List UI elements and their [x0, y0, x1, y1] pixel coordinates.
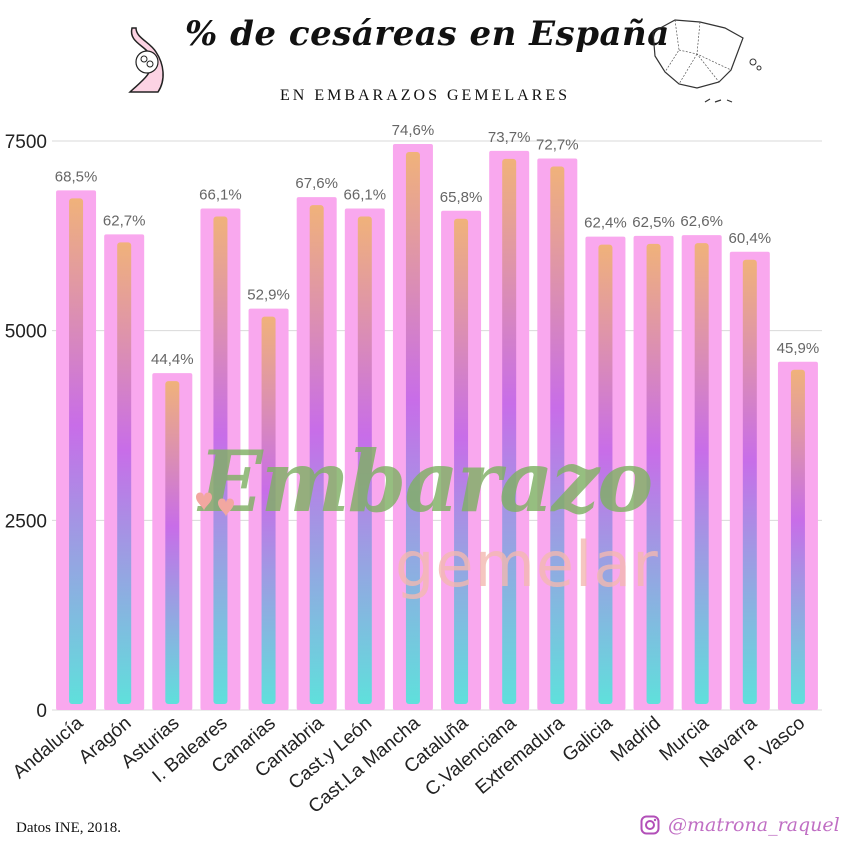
bar: [405, 152, 420, 704]
data-label: 62,7%: [103, 212, 146, 229]
category-label: Andalucía: [9, 712, 88, 783]
data-label: 68,5%: [55, 168, 98, 185]
data-label: 62,6%: [680, 213, 723, 230]
spain-map-icon: [652, 19, 762, 103]
pregnant-belly-icon: [128, 27, 164, 93]
bar: [261, 316, 276, 704]
y-tick-label: 0: [36, 701, 47, 722]
bar: [213, 216, 228, 704]
bar: [598, 244, 613, 705]
data-label: 72,7%: [536, 136, 579, 153]
data-label: 45,9%: [777, 340, 820, 357]
data-label: 65,8%: [440, 189, 483, 206]
data-label: 74,6%: [392, 122, 435, 139]
bar: [502, 158, 517, 704]
bar: [454, 218, 469, 704]
bar: [646, 243, 661, 705]
data-label: 73,7%: [488, 129, 531, 146]
bar: [69, 198, 84, 704]
data-label: 44,4%: [151, 351, 194, 368]
bar: [694, 243, 709, 705]
bars: [56, 144, 818, 711]
hearts-icon: [196, 492, 234, 517]
watermark-line2: gemelar: [395, 528, 659, 601]
category-label: Galicia: [559, 712, 617, 766]
data-label: 66,1%: [199, 187, 242, 204]
bar: [550, 166, 565, 704]
y-tick-labels: 0 2500 5000 7500: [5, 132, 47, 722]
y-tick-label: 7500: [5, 132, 47, 153]
bar: [117, 242, 132, 705]
chart-subtitle: EN EMBARAZOS GEMELARES: [279, 87, 570, 104]
source-note: Datos INE, 2018.: [16, 820, 121, 836]
watermark-line1: Embarazo: [198, 432, 653, 531]
data-label: 60,4%: [729, 230, 772, 247]
y-tick-label: 2500: [5, 511, 47, 532]
data-label: 52,9%: [247, 287, 290, 304]
instagram-handle[interactable]: @matrona_raquel: [640, 812, 840, 838]
data-label: 66,1%: [344, 187, 387, 204]
bar: [357, 216, 372, 704]
bar: [309, 205, 324, 704]
data-labels: 68,5% 62,7% 44,4% 66,1% 52,9% 67,6% 66,1% 74,6%…: [55, 122, 819, 368]
data-label: 62,4%: [584, 215, 627, 232]
data-label: 67,6%: [295, 175, 338, 192]
category-label: Madrid: [607, 713, 665, 766]
instagram-icon: [640, 815, 660, 835]
bar: [165, 381, 180, 704]
chart-title: % de cesáreas en España: [185, 14, 670, 54]
data-label: 62,5%: [632, 214, 675, 231]
bar: [790, 369, 805, 704]
bar: [742, 259, 757, 704]
y-tick-label: 5000: [5, 322, 47, 343]
instagram-handle-text: @matrona_raquel: [668, 814, 840, 836]
